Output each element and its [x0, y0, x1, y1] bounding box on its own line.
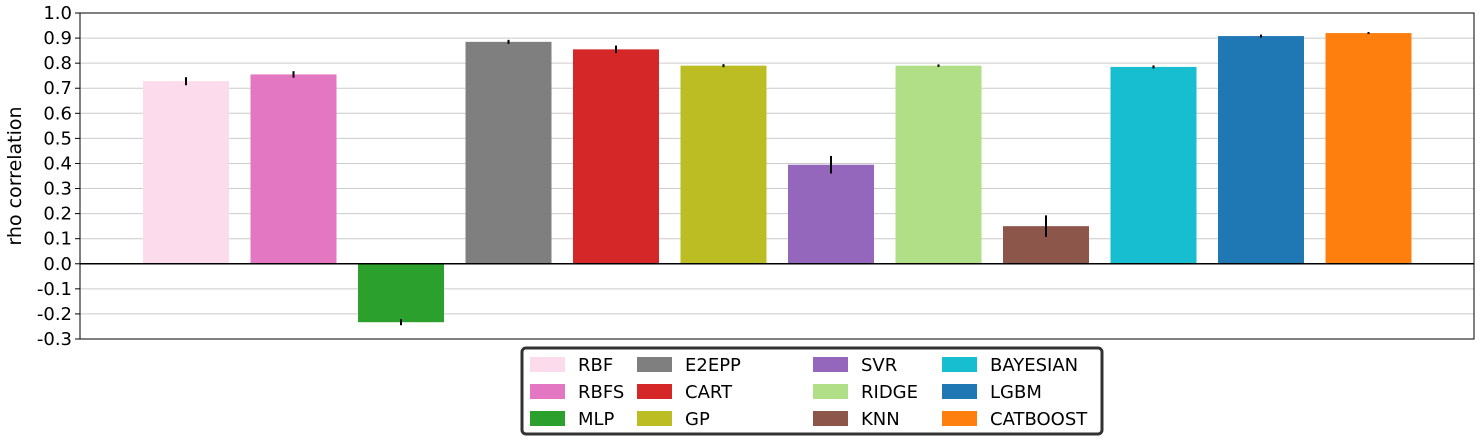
legend-label-mlp: MLP	[578, 409, 615, 430]
bar-ridge	[895, 65, 982, 264]
legend-swatch-svr	[813, 357, 848, 372]
y-tick-label: 0.7	[43, 78, 72, 99]
y-tick-label: 0.5	[43, 128, 72, 149]
legend-label-bayesian: BAYESIAN	[990, 355, 1078, 376]
bar-rbfs	[250, 74, 337, 264]
legend-swatch-rbf	[530, 357, 565, 372]
error-bars	[185, 32, 1370, 326]
y-axis-label: rho correlation	[4, 106, 26, 245]
y-tick-label: 0.4	[43, 153, 72, 174]
legend-label-svr: SVR	[861, 355, 897, 376]
plot-frame	[79, 12, 1475, 340]
legend-swatch-cart	[637, 384, 672, 399]
y-tick-label: 0.9	[43, 28, 72, 49]
bar-mlp	[358, 263, 444, 323]
bar-svr	[788, 164, 874, 264]
y-tick-label: 0.6	[43, 103, 72, 124]
legend-label-gp: GP	[685, 409, 710, 430]
legend-label-knn: KNN	[861, 409, 900, 430]
legend-label-e2epp: E2EPP	[685, 355, 741, 376]
y-axis-ticks: 1.0 0.9 0.8 0.7 0.6 0.5 0.4 0.3 0.2 0.1 0.0 -0.1 -0.…	[37, 3, 80, 350]
legend-swatch-rbfs	[530, 384, 565, 399]
legend-label-lgbm: LGBM	[990, 382, 1042, 403]
legend: RBF RBFS MLP E2EPP CART GP SVR RIDGE KNN BAYESIAN…	[520, 346, 1104, 436]
y-tick-label: 0.2	[43, 204, 72, 225]
legend-label-ridge: RIDGE	[861, 382, 918, 403]
y-tick-label: 0.8	[43, 53, 72, 74]
y-tick-label: -0.2	[37, 304, 72, 325]
legend-swatch-bayesian	[942, 357, 977, 372]
legend-label-cart: CART	[685, 382, 733, 403]
y-tick-label: -0.3	[37, 329, 72, 350]
y-tick-label: 0.3	[43, 179, 72, 200]
legend-label-rbfs: RBFS	[578, 382, 624, 403]
legend-swatch-gp	[637, 411, 672, 426]
legend-items: RBF RBFS MLP E2EPP CART GP SVR RIDGE KNN BAYESIAN…	[530, 355, 1088, 430]
bar-bayesian	[1110, 66, 1197, 264]
legend-swatch-ridge	[813, 384, 848, 399]
legend-swatch-e2epp	[637, 357, 672, 372]
legend-swatch-knn	[813, 411, 848, 426]
bar-cart	[573, 49, 659, 264]
bar-catboost	[1325, 33, 1412, 264]
legend-label-catboost: CATBOOST	[990, 409, 1088, 430]
legend-swatch-mlp	[530, 411, 565, 426]
bar-gp	[680, 65, 767, 264]
y-tick-label: 0.1	[43, 229, 72, 250]
y-tick-label: 1.0	[43, 3, 72, 24]
legend-swatch-catboost	[942, 411, 977, 426]
y-tick-label: -0.1	[37, 279, 72, 300]
bar-lgbm	[1218, 36, 1304, 264]
bars	[143, 33, 1412, 323]
bar-rbf	[143, 81, 229, 264]
bar-e2epp	[465, 41, 552, 264]
legend-label-rbf: RBF	[578, 355, 613, 376]
y-tick-label: 0.0	[43, 254, 72, 275]
legend-swatch-lgbm	[942, 384, 977, 399]
